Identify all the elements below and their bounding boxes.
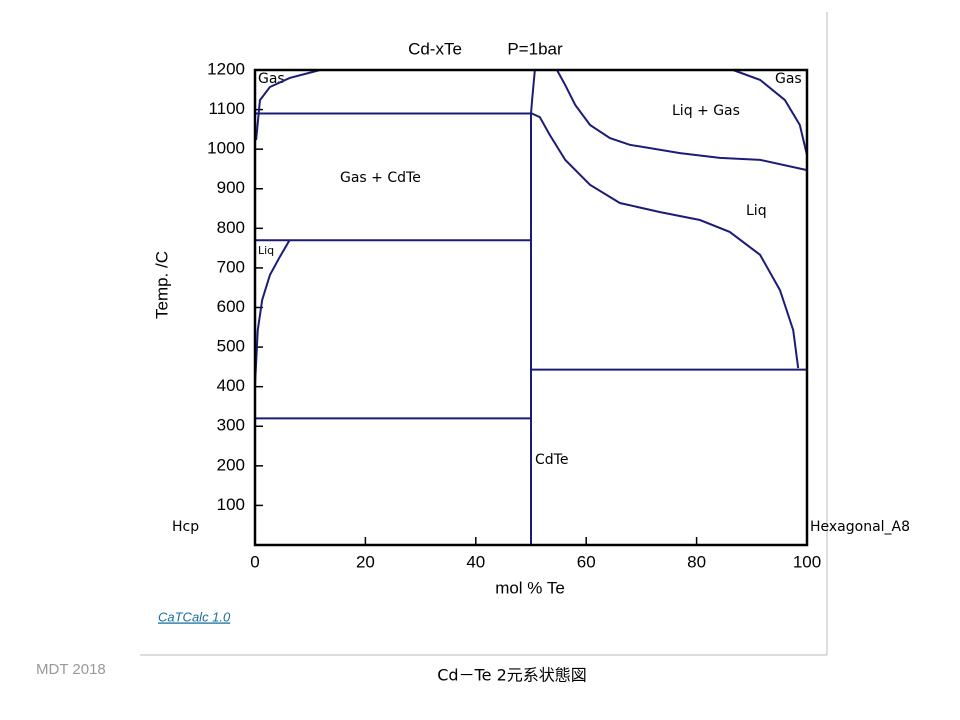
region-label: Gas [258,71,285,87]
y-tick-label: 1200 [207,59,245,78]
phase-boundary [732,69,808,156]
chart-subtitle: P=1bar [507,39,563,58]
y-tick-label: 800 [217,218,245,237]
region-label: Liq + Gas [672,103,740,119]
phase-boundary [556,69,808,172]
y-tick-label: 300 [217,416,245,435]
x-axis-label: mol % Te [495,578,565,597]
region-label: CdTe [535,452,568,468]
region-label: Liq [258,244,274,257]
x-tick-label: 40 [466,552,485,571]
y-tick-label: 400 [217,376,245,395]
phase-boundary [530,69,536,545]
region-label: Gas + CdTe [340,170,421,186]
x-tick-label: 60 [577,552,596,571]
phase-boundary [530,112,800,369]
region-label: Hexagonal_A8 [810,519,910,535]
y-tick-label: 900 [217,178,245,197]
y-tick-label: 500 [217,337,245,356]
region-label: Liq [746,203,767,219]
y-tick-label: 700 [217,257,245,276]
x-tick-label: 80 [687,552,706,571]
software-link[interactable]: CaTCalc 1.0 [158,609,231,624]
x-tick-label: 100 [793,552,821,571]
y-tick-label: 1000 [207,139,245,158]
chart-title: Cd-xTe [408,39,462,58]
y-axis-label: Temp. /C [152,251,171,319]
region-label: Gas [775,71,802,87]
plot-frame [253,68,809,547]
phase-boundary [254,239,291,386]
y-tick-label: 100 [217,495,245,514]
y-tick-label: 600 [217,297,245,316]
caption: Cd－Te 2元系状態図 [437,666,587,685]
credit: MDT 2018 [36,661,106,678]
region-label: Hcp [172,519,199,535]
y-tick-label: 200 [217,455,245,474]
x-tick-label: 0 [250,552,259,571]
y-tick-label: 1100 [208,99,245,118]
x-tick-label: 20 [356,552,375,571]
